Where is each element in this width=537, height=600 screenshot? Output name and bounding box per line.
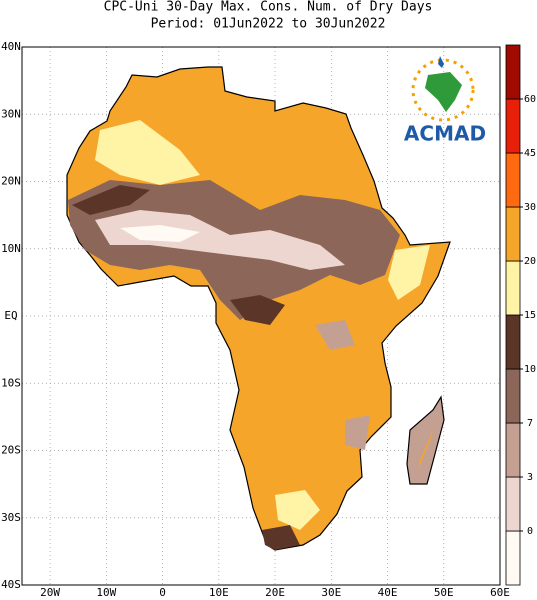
lon-label: 10E	[209, 586, 229, 599]
colorbar-label: 60	[524, 94, 536, 105]
lat-label: 40N	[1, 40, 21, 53]
map: ACMAD	[21, 46, 501, 586]
period: Period: 01Jun2022 to 30Jun2022	[151, 17, 386, 32]
colorbar-box	[505, 260, 521, 316]
zone-pale	[418, 415, 438, 470]
logo-text: ACMAD	[404, 122, 486, 146]
colorbar-box	[505, 206, 521, 262]
colorbar-label: 20	[524, 256, 536, 267]
lat-label: 10S	[1, 376, 21, 389]
colorbar-label: 30	[524, 202, 536, 213]
colorbar-label: 45	[524, 148, 536, 159]
logo-drop	[438, 56, 444, 68]
lat-label: 20N	[1, 175, 21, 188]
colorbar-label: 10	[524, 364, 536, 375]
colorbar-box	[505, 314, 521, 370]
colorbar-label: 15	[524, 310, 536, 321]
zone-pale	[275, 490, 320, 530]
zone-light	[95, 210, 345, 270]
zone-dark	[72, 185, 150, 215]
colorbar-box	[505, 476, 521, 532]
lon-label: 30E	[321, 586, 341, 599]
lat-label: 30S	[1, 511, 21, 524]
zone-pale	[95, 120, 200, 185]
lon-label: 0	[159, 586, 166, 599]
lon-label: 50E	[434, 586, 454, 599]
lon-label: 10W	[96, 586, 116, 599]
lon-label: 40E	[378, 586, 398, 599]
logo: ACMAD	[404, 56, 486, 146]
colorbar: 0 3 7 10 15 20 30 45 60	[505, 44, 536, 586]
colorbar-box	[505, 98, 521, 154]
colorbar-box	[505, 152, 521, 208]
colorbar-box	[505, 422, 521, 478]
lat-label: 30N	[1, 107, 21, 120]
lat-label: 20S	[1, 444, 21, 457]
zone-dark	[230, 295, 285, 325]
colorbar-box	[505, 368, 521, 424]
logo-africa	[425, 72, 462, 112]
lat-label: EQ	[4, 309, 17, 322]
zone-brown	[345, 415, 370, 450]
map-border	[21, 46, 501, 586]
colorbar-box	[505, 530, 521, 586]
zone-brown	[315, 320, 355, 350]
madagascar	[406, 395, 445, 485]
lon-label: 60E	[490, 586, 510, 599]
lon-label: 20W	[40, 586, 60, 599]
lon-label: 20E	[265, 586, 285, 599]
zone-white	[120, 225, 200, 242]
zone-pale	[388, 245, 430, 300]
colorbar-label: 0	[527, 526, 533, 537]
lat-label: 10N	[1, 242, 21, 255]
logo-sun	[411, 58, 475, 122]
colorbar-label: 3	[527, 472, 533, 483]
colorbar-box	[505, 44, 521, 100]
colorbar-label: 7	[527, 418, 533, 429]
title: CPC-Uni 30-Day Max. Cons. Num. of Dry Da…	[104, 0, 433, 15]
zone-dark	[262, 525, 300, 550]
lat-label: 40S	[1, 578, 21, 591]
